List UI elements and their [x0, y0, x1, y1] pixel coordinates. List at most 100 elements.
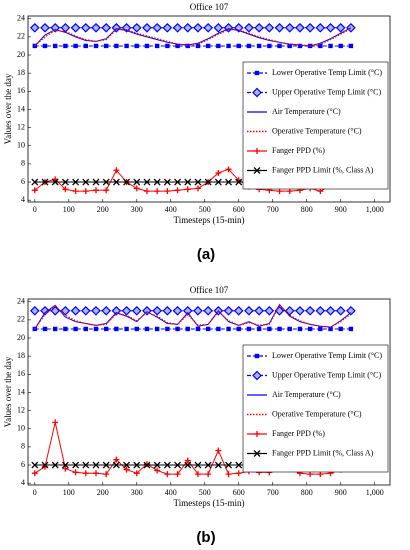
- marker: [246, 326, 252, 332]
- marker: [174, 461, 182, 469]
- marker: [60, 305, 71, 316]
- marker: [154, 326, 160, 332]
- marker: [205, 326, 211, 332]
- marker: [184, 178, 192, 186]
- marker: [205, 43, 211, 49]
- marker: [62, 465, 69, 472]
- marker: [246, 43, 252, 49]
- x-tick-label: 600: [233, 488, 245, 497]
- y-tick-label: 8: [21, 159, 25, 168]
- x-tick-label: 200: [97, 488, 109, 497]
- marker: [335, 305, 346, 316]
- marker: [111, 22, 122, 33]
- y-axis-label: Values over the day: [3, 356, 13, 427]
- marker: [184, 186, 191, 193]
- y-tick-label: 4: [21, 478, 25, 487]
- marker: [235, 178, 243, 186]
- legend-label: Fanger PPD (%): [272, 146, 325, 155]
- marker: [235, 461, 243, 469]
- marker: [195, 326, 201, 332]
- y-tick-label: 6: [21, 460, 25, 469]
- marker: [236, 43, 241, 49]
- y-tick-label: 4: [21, 195, 25, 204]
- marker: [194, 185, 201, 192]
- marker: [213, 22, 224, 33]
- marker: [295, 22, 305, 33]
- marker: [154, 188, 161, 195]
- marker: [318, 326, 323, 332]
- y-tick-label: 20: [17, 333, 25, 342]
- legend-label: Operative Temperature (°C): [272, 126, 362, 135]
- x-axis-label: Timesteps (15-min): [174, 498, 245, 508]
- marker: [83, 43, 88, 49]
- marker: [113, 167, 120, 174]
- marker: [216, 326, 221, 332]
- marker: [61, 178, 69, 186]
- marker: [195, 43, 201, 49]
- marker: [328, 43, 333, 49]
- marker: [93, 43, 99, 49]
- marker: [163, 178, 171, 186]
- legend-label: Lower Operative Temp Limit (°C): [272, 351, 382, 360]
- marker: [134, 43, 139, 49]
- marker: [264, 22, 275, 33]
- x-tick-label: 600: [233, 205, 245, 214]
- marker: [256, 326, 262, 332]
- marker: [277, 326, 282, 332]
- y-tick-label: 10: [17, 141, 25, 150]
- marker: [184, 457, 191, 464]
- marker: [185, 326, 190, 332]
- y-tick-label: 24: [17, 14, 25, 23]
- marker: [133, 461, 141, 469]
- marker: [163, 461, 171, 469]
- marker: [287, 326, 292, 332]
- x-tick-label: 400: [165, 488, 177, 497]
- legend-marker: [254, 353, 260, 359]
- x-tick-label: 100: [63, 488, 75, 497]
- marker: [174, 471, 181, 478]
- marker: [348, 43, 354, 49]
- legend-label: Air Temperature (°C): [272, 390, 341, 399]
- y-tick-label: 20: [17, 50, 25, 59]
- marker: [172, 22, 183, 33]
- marker: [50, 305, 61, 316]
- y-tick-label: 14: [17, 104, 25, 113]
- x-tick-label: 700: [267, 205, 279, 214]
- marker: [131, 305, 142, 316]
- chart: Office 107 4 6 8 10 12 14 16 18 20 22 24 0 100 200 300 4…: [3, 285, 391, 546]
- marker: [114, 326, 119, 332]
- marker: [41, 461, 49, 469]
- marker: [338, 326, 343, 332]
- marker: [162, 22, 173, 33]
- marker: [204, 178, 212, 186]
- chart: Office 107 4 6 8 10 12 14 16 18 20 22 24 0 100 200 300 4…: [3, 2, 391, 263]
- legend-box: [242, 61, 389, 190]
- x-tick-label: 400: [165, 205, 177, 214]
- marker: [315, 22, 326, 33]
- marker: [244, 305, 254, 316]
- marker: [40, 305, 50, 316]
- y-tick-label: 16: [17, 369, 25, 378]
- marker: [52, 43, 58, 49]
- marker: [103, 326, 109, 332]
- x-tick-label: 700: [267, 488, 279, 497]
- x-tick-label: 500: [199, 488, 211, 497]
- marker: [103, 43, 109, 49]
- marker: [153, 461, 161, 469]
- legend-label: Air Temperature (°C): [272, 107, 341, 116]
- x-axis-label: Timesteps (15-min): [174, 215, 245, 225]
- marker: [41, 178, 49, 186]
- y-tick-label: 22: [17, 315, 25, 324]
- chart-title: Office 107: [190, 285, 229, 295]
- y-tick-label: 12: [17, 122, 25, 131]
- x-tick-label: 800: [301, 488, 313, 497]
- marker: [215, 447, 222, 454]
- marker: [102, 461, 110, 469]
- marker: [193, 305, 203, 316]
- legend-marker: [253, 450, 261, 457]
- marker: [193, 22, 203, 33]
- marker: [235, 470, 242, 477]
- marker: [267, 43, 272, 49]
- marker: [244, 22, 254, 33]
- legend-label: Upper Operative Temp Limit (°C): [272, 87, 381, 96]
